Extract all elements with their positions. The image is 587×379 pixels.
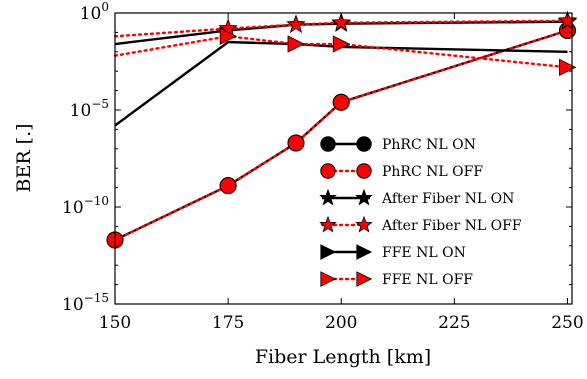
y-axis-title: BER [.] <box>13 123 35 192</box>
data-point <box>286 14 306 33</box>
legend-entry: FFE NL OFF <box>320 271 473 288</box>
legend-label: FFE NL OFF <box>382 272 473 288</box>
x-axis-title: Fiber Length [km] <box>255 346 431 368</box>
axes: 150 175 200 225 250 100 10−5 10−10 10−15 <box>62 0 584 333</box>
data-point <box>219 177 237 195</box>
y-tick-label: 10−15 <box>62 291 109 315</box>
legend-marker <box>356 136 372 152</box>
legend-marker <box>320 271 337 287</box>
plot-lines <box>106 10 578 249</box>
legend-marker <box>319 215 337 233</box>
x-tick-label: 150 <box>99 313 131 333</box>
legend-marker <box>356 271 373 287</box>
series-phrc-nl-off <box>106 21 576 249</box>
legend: PhRC NL ON PhRC NL OFF After Fiber NL ON Af… <box>319 136 522 288</box>
x-tick-label: 175 <box>212 313 244 333</box>
plot-frame <box>114 12 573 305</box>
legend-entry: After Fiber NL ON <box>319 188 514 207</box>
x-tick-label: 200 <box>325 313 357 333</box>
y-tick-label: 10−5 <box>70 97 109 121</box>
y-tick-label: 10−10 <box>62 194 109 218</box>
legend-marker <box>320 136 336 152</box>
legend-entry: PhRC NL OFF <box>320 163 483 180</box>
series-line <box>114 40 568 127</box>
legend-label: PhRC NL ON <box>382 137 476 153</box>
data-point <box>287 35 305 53</box>
legend-marker <box>356 244 373 260</box>
legend-label: PhRC NL OFF <box>382 164 483 180</box>
x-tick-label: 225 <box>438 313 470 333</box>
legend-marker <box>355 188 373 206</box>
legend-marker <box>356 163 372 179</box>
series-phrc-nl-on <box>106 21 576 249</box>
x-tick-label: 250 <box>551 313 583 333</box>
data-point <box>559 58 577 76</box>
data-point <box>287 134 305 152</box>
legend-label: After Fiber NL ON <box>381 191 514 207</box>
legend-entry: After Fiber NL OFF <box>319 215 522 234</box>
data-point <box>332 35 351 53</box>
legend-marker <box>319 188 337 206</box>
legend-marker <box>355 215 373 233</box>
legend-label: FFE NL ON <box>382 245 466 261</box>
y-tick-label: 100 <box>80 0 109 24</box>
legend-entry: FFE NL ON <box>320 244 466 261</box>
legend-entry: PhRC NL ON <box>320 136 476 153</box>
data-point <box>557 10 578 29</box>
series-line <box>114 29 568 242</box>
series-ffe-nl-off <box>113 27 577 76</box>
legend-label: After Fiber NL OFF <box>381 218 522 234</box>
legend-marker <box>320 163 336 179</box>
data-point <box>219 27 238 45</box>
data-point <box>332 93 350 111</box>
data-point <box>331 12 351 31</box>
legend-marker <box>320 244 337 260</box>
series-ffe-nl-on <box>114 40 568 127</box>
